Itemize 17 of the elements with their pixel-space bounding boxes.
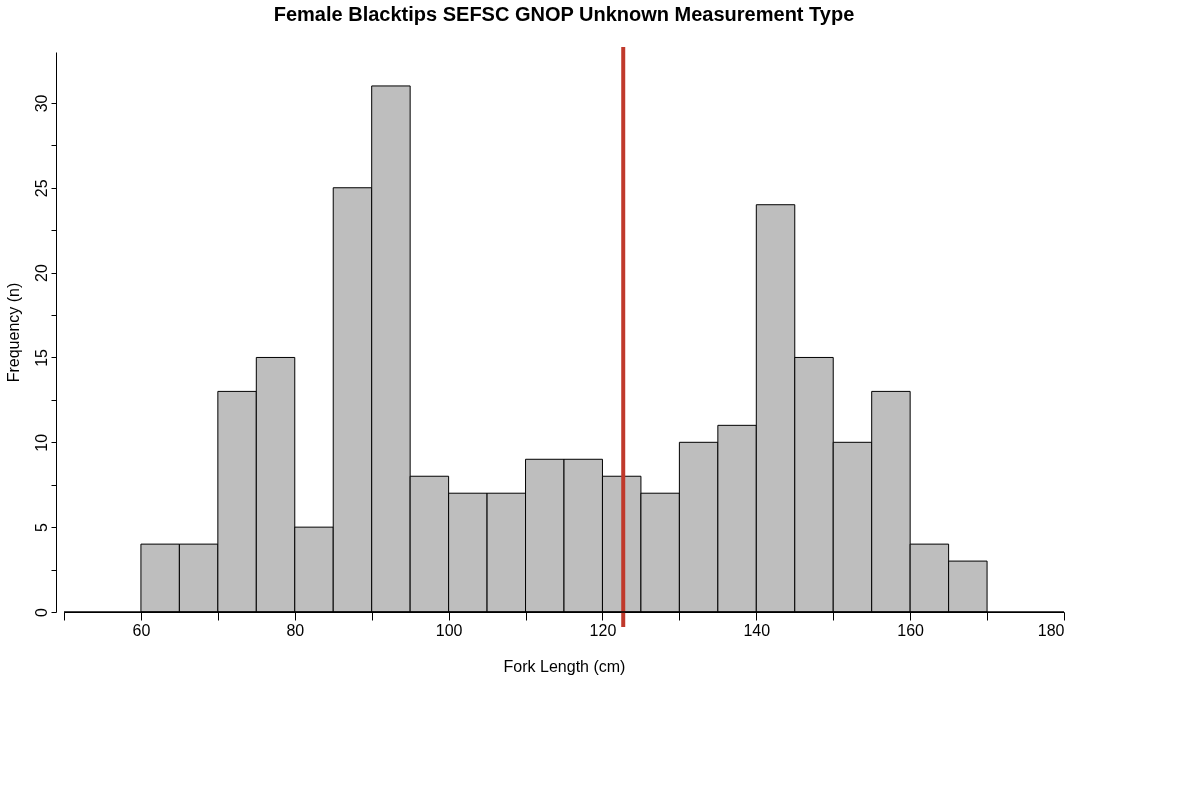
x-tick-label: 100 xyxy=(435,621,463,639)
y-tick-label: 0 xyxy=(32,607,50,617)
y-axis-title: Frequency (n) xyxy=(4,282,22,383)
y-tick-label: 20 xyxy=(32,264,50,282)
x-tick-label: 80 xyxy=(286,621,305,639)
x-tick-label: 60 xyxy=(132,621,151,639)
x-axis-title: Fork Length (cm) xyxy=(503,657,626,675)
y-tick-label: 5 xyxy=(32,523,50,533)
y-tick-label: 25 xyxy=(32,179,50,198)
x-tick-label: 160 xyxy=(897,621,925,639)
y-tick-label: 30 xyxy=(32,94,50,113)
chart-title: Female Blacktips SEFSC GNOP Unknown Measurement Type xyxy=(273,3,855,25)
y-tick-label: 10 xyxy=(32,433,50,452)
x-tick-label: 120 xyxy=(589,621,617,639)
y-tick-label: 15 xyxy=(32,348,50,367)
x-tick-label: 140 xyxy=(743,621,771,639)
x-tick-label: 180 xyxy=(1037,621,1065,639)
